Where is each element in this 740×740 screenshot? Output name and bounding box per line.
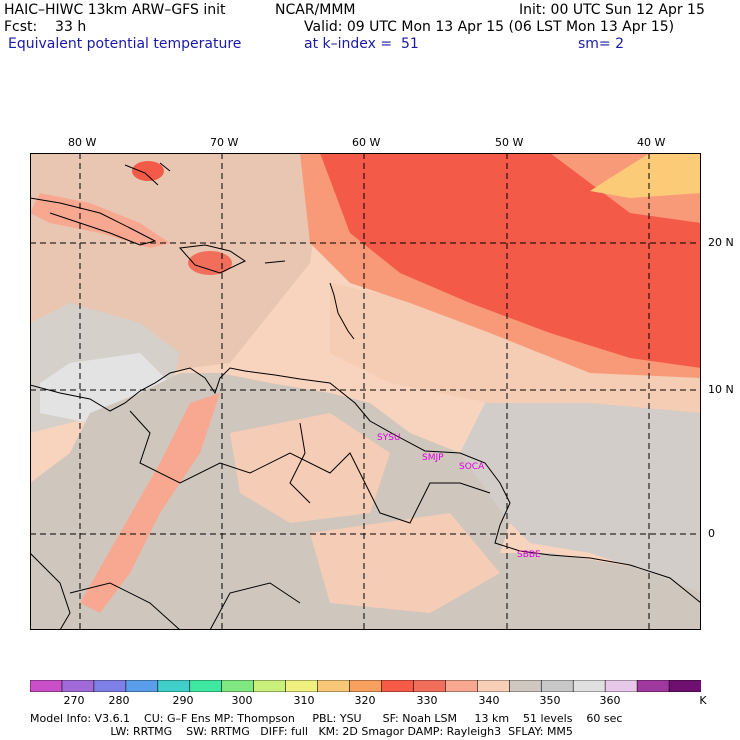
south-america-coast [30,367,701,604]
colorbar-tick-300: 300 [231,694,253,707]
colorbar-swatch [508,680,543,692]
station-smjp: SMJP [422,453,444,463]
lat-lon-grid [30,153,701,630]
colorbar-swatch [221,680,255,692]
equivalent-potential-temperature-map: SYSU SMJP SOCA SBBE [30,153,701,630]
colorbar-swatch [572,680,606,692]
colorbar [30,680,701,692]
cuba-warm [30,193,170,248]
colorbar-swatch [349,680,383,692]
lon-label-80w: 80 W [68,136,97,149]
coastlines [30,162,701,630]
colorbar-tick-280: 280 [108,694,130,707]
country-borders-south [69,582,301,630]
atlantic-hot-core [320,153,701,368]
colorbar-tick-350: 350 [539,694,561,707]
atlantic-gray-belt [460,383,701,593]
header-init: Init: 00 UTC Sun 12 Apr 15 [519,2,705,18]
colorbar-swatch [413,680,447,692]
colorbar-swatch [540,680,574,692]
venezuela-border [289,422,311,504]
colorbar-swatch [30,680,63,692]
colorbar-swatch [285,680,319,692]
lon-label-40w: 40 W [637,136,666,149]
amazon-peach-patch [230,413,390,523]
colorbar-tick-360: 360 [599,694,621,707]
k-index: at k–index = 51 [304,36,419,52]
lesser-antilles [264,260,355,340]
header-org: NCAR/MMM [275,2,356,18]
lat-label-10n: 10 N [708,383,734,396]
colorbar-swatch [125,680,159,692]
colorbar-tick-310: 310 [293,694,315,707]
colorbar-swatch [317,680,351,692]
model-info-line2: LW: RRTMG SW: RRTMG DIFF: full KM: 2D Sm… [30,725,573,738]
colorbar-swatch [477,680,511,692]
colorbar-tick-270: 270 [63,694,85,707]
colorbar-swatch [157,680,191,692]
colorbar-swatch [636,680,670,692]
colorbar-tick-340: 340 [478,694,500,707]
colorbar-tick-320: 320 [354,694,376,707]
colorbar-unit: K [699,694,707,707]
colorbar-swatch [604,680,638,692]
bahamas-warm-spot [132,161,164,181]
bahamas-coast [124,162,171,186]
header-valid: Valid: 09 UTC Mon 13 Apr 15 (06 LST Mon … [304,19,675,35]
hispaniola-coast [178,244,247,274]
country-borders-north [129,410,491,524]
lat-label-20n: 20 N [708,236,734,249]
field-name: Equivalent potential temperature [8,36,242,52]
colorbar-tick-330: 330 [416,694,438,707]
pacific-coast [30,552,71,630]
map-frame [30,153,701,630]
station-sbbe: SBBE [517,550,541,560]
colorbar-swatch [381,680,415,692]
colorbar-swatch [61,680,95,692]
colorbar-swatch [93,680,127,692]
lon-label-60w: 60 W [352,136,381,149]
colorbar-swatch [445,680,479,692]
amazon-peach-patch-south [310,513,500,613]
model-info-line1: Model Info: V3.6.1 CU: G–F Ens MP: Thomp… [30,712,623,725]
andes-warm-streak [80,393,220,613]
colorbar-swatch [668,680,701,692]
smoothing: sm= 2 [578,36,625,52]
yellow-patch [590,153,701,198]
atlantic-peach-band [330,283,701,413]
lon-label-50w: 50 W [495,136,524,149]
lat-label-0: 0 [708,527,715,540]
colorbar-swatch [189,680,223,692]
cuba-coast [30,197,157,246]
header-title: HAIC–HIWC 13km ARW–GFS init [4,2,226,18]
header-forecast: Fcst: 33 h [4,19,87,35]
colorbar-tick-290: 290 [172,694,194,707]
colorbar-swatch [253,680,287,692]
station-soca: SOCA [459,462,485,472]
hispaniola-warm-spot [188,251,232,275]
lon-label-70w: 70 W [210,136,239,149]
station-sysu: SYSU [377,433,401,443]
